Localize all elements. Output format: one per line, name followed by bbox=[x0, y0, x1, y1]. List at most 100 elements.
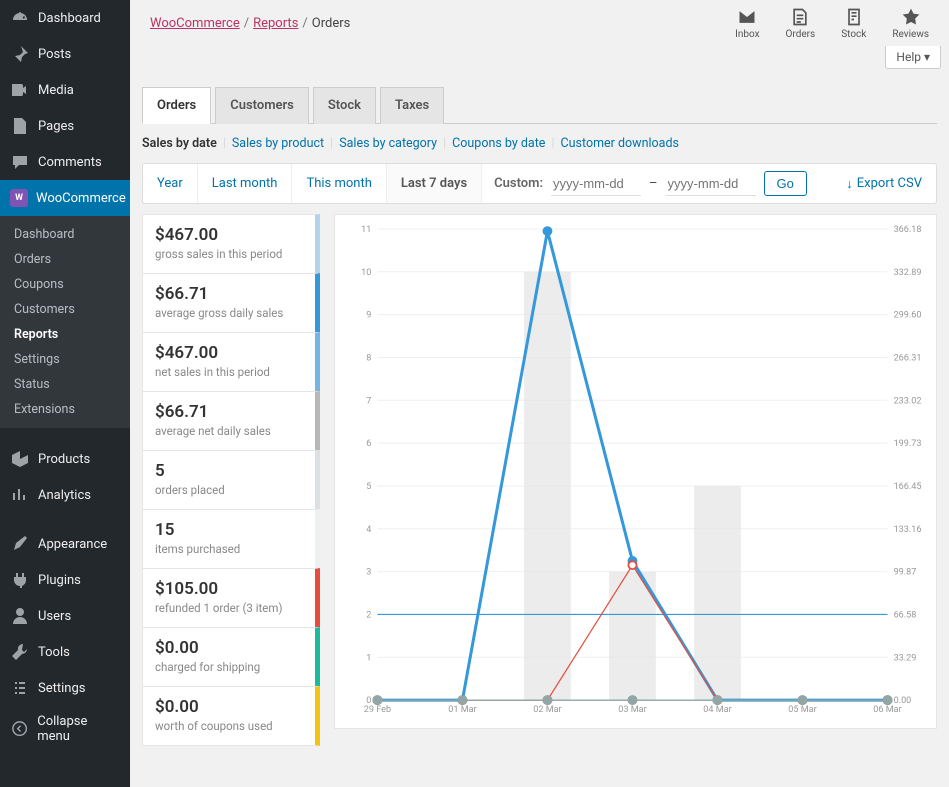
stat-value: 15 bbox=[155, 520, 303, 540]
chart-area: 00.00133.29266.58399.874133.165166.45619… bbox=[334, 214, 937, 729]
tab-orders[interactable]: Orders bbox=[142, 87, 211, 124]
tab-taxes[interactable]: Taxes bbox=[380, 87, 444, 124]
sidebar-item-products[interactable]: Products bbox=[0, 441, 130, 477]
sidebar-item-label: Users bbox=[38, 609, 71, 624]
date-dash: – bbox=[649, 176, 658, 191]
sidebar-item-label: Products bbox=[38, 452, 90, 467]
sidebar-item-dashboard[interactable]: Dashboard bbox=[0, 0, 130, 36]
users-icon bbox=[10, 606, 30, 626]
help-button[interactable]: Help ▾ bbox=[885, 46, 941, 69]
sidebar-item-analytics[interactable]: Analytics bbox=[0, 477, 130, 513]
sidebar-item-collapse-menu[interactable]: Collapse menu bbox=[0, 706, 130, 752]
sidebar-item-label: Dashboard bbox=[38, 11, 101, 26]
top-icon-label: Inbox bbox=[735, 29, 759, 40]
svg-text:06 Mar: 06 Mar bbox=[873, 705, 901, 715]
sidebar-item-label: WooCommerce bbox=[36, 191, 126, 206]
submenu-extensions[interactable]: Extensions bbox=[0, 397, 130, 422]
stat-card[interactable]: $66.71 average gross daily sales bbox=[142, 273, 320, 333]
svg-text:199.73: 199.73 bbox=[894, 439, 922, 449]
top-orders-button[interactable]: Orders bbox=[786, 7, 816, 40]
reports-panel: OrdersCustomersStockTaxes Sales by date|… bbox=[142, 87, 937, 745]
submenu-status[interactable]: Status bbox=[0, 372, 130, 397]
inbox-icon bbox=[737, 7, 757, 27]
subnav-coupons-by-date[interactable]: Coupons by date bbox=[452, 136, 545, 151]
stat-desc: gross sales in this period bbox=[155, 247, 303, 261]
svg-text:266.31: 266.31 bbox=[894, 353, 922, 363]
stat-card[interactable]: 15items purchased bbox=[142, 509, 320, 569]
help-bar: Help ▾ bbox=[130, 46, 949, 69]
range-last-month[interactable]: Last month bbox=[198, 164, 293, 203]
stat-card[interactable]: $467.00net sales in this period bbox=[142, 332, 320, 392]
subnav-customer-downloads[interactable]: Customer downloads bbox=[561, 136, 679, 151]
download-icon: ↓ bbox=[846, 176, 853, 192]
sidebar-item-media[interactable]: Media bbox=[0, 72, 130, 108]
admin-sidebar: Dashboard Posts MediaPagesCommentsWWooComm… bbox=[0, 0, 130, 787]
sidebar-item-users[interactable]: Users bbox=[0, 598, 130, 634]
sidebar-item-label: Analytics bbox=[38, 488, 91, 503]
range-last-7-days[interactable]: Last 7 days bbox=[387, 164, 482, 203]
svg-text:10: 10 bbox=[361, 268, 371, 278]
svg-text:29 Feb: 29 Feb bbox=[364, 705, 391, 715]
submenu-customers[interactable]: Customers bbox=[0, 297, 130, 322]
date-range-bar: YearLast monthThis monthLast 7 daysCusto… bbox=[142, 163, 937, 204]
range-this-month[interactable]: This month bbox=[292, 164, 386, 203]
go-button[interactable]: Go bbox=[764, 171, 807, 196]
stat-value: $0.00 bbox=[155, 697, 303, 717]
sidebar-item-label: Posts bbox=[38, 47, 71, 62]
sidebar-item-settings[interactable]: Settings bbox=[0, 670, 130, 706]
tab-stock[interactable]: Stock bbox=[313, 87, 376, 124]
sidebar-item-pages[interactable]: Pages bbox=[0, 108, 130, 144]
submenu-settings[interactable]: Settings bbox=[0, 347, 130, 372]
subnav-sales-by-product[interactable]: Sales by product bbox=[232, 136, 324, 151]
stats-column: $467.00gross sales in this period$66.71a… bbox=[142, 214, 320, 745]
sidebar-submenu: DashboardOrdersCouponsCustomersReportsSe… bbox=[0, 216, 130, 428]
range-year[interactable]: Year bbox=[143, 164, 198, 203]
date-to-input[interactable] bbox=[666, 172, 756, 196]
subnav-active[interactable]: Sales by date bbox=[142, 136, 217, 151]
top-icon-label: Orders bbox=[786, 29, 816, 40]
sidebar-item-tools[interactable]: Tools bbox=[0, 634, 130, 670]
top-inbox-button[interactable]: Inbox bbox=[735, 7, 759, 40]
sidebar-item-woocommerce[interactable]: WWooCommerce bbox=[0, 180, 130, 216]
stat-desc: average gross daily sales bbox=[155, 306, 303, 320]
stat-card[interactable]: $0.00charged for shipping bbox=[142, 627, 320, 687]
svg-text:7: 7 bbox=[366, 396, 371, 406]
stat-value: $66.71 bbox=[155, 284, 303, 304]
stat-value: $467.00 bbox=[155, 225, 303, 245]
svg-text:133.16: 133.16 bbox=[894, 525, 922, 535]
sidebar-item-comments[interactable]: Comments bbox=[0, 144, 130, 180]
stat-card[interactable]: 5orders placed bbox=[142, 450, 320, 510]
stat-card[interactable]: $467.00 gross sales in this period bbox=[142, 214, 320, 274]
reviews-icon bbox=[901, 7, 921, 27]
stat-card[interactable]: $66.71average net daily sales bbox=[142, 391, 320, 451]
submenu-reports[interactable]: Reports bbox=[0, 322, 130, 347]
svg-text:3: 3 bbox=[366, 568, 371, 578]
analytics-icon bbox=[10, 485, 30, 505]
stat-desc: orders placed bbox=[155, 483, 303, 497]
sidebar-item-posts[interactable]: Posts bbox=[0, 36, 130, 72]
stat-value: $467.00 bbox=[155, 343, 303, 363]
date-from-input[interactable] bbox=[551, 172, 641, 196]
svg-text:1: 1 bbox=[366, 653, 371, 663]
sidebar-item-appearance[interactable]: Appearance bbox=[0, 526, 130, 562]
sidebar-item-label: Collapse menu bbox=[37, 714, 120, 744]
media-icon bbox=[10, 80, 30, 100]
svg-text:299.60: 299.60 bbox=[894, 311, 922, 321]
breadcrumb-link[interactable]: WooCommerce bbox=[150, 16, 240, 31]
breadcrumb-link[interactable]: Reports bbox=[253, 16, 298, 31]
submenu-coupons[interactable]: Coupons bbox=[0, 272, 130, 297]
top-reviews-button[interactable]: Reviews bbox=[892, 7, 929, 40]
top-stock-button[interactable]: Stock bbox=[841, 7, 866, 40]
comment-icon bbox=[10, 152, 30, 172]
submenu-dashboard[interactable]: Dashboard bbox=[0, 222, 130, 247]
export-csv-button[interactable]: ↓ Export CSV bbox=[832, 176, 936, 192]
subnav-sales-by-category[interactable]: Sales by category bbox=[339, 136, 437, 151]
submenu-orders[interactable]: Orders bbox=[0, 247, 130, 272]
stat-card[interactable]: $105.00refunded 1 order (3 item) bbox=[142, 568, 320, 628]
collapse-icon bbox=[10, 719, 29, 739]
svg-text:5: 5 bbox=[366, 482, 371, 492]
svg-text:166.45: 166.45 bbox=[894, 482, 922, 492]
tab-customers[interactable]: Customers bbox=[215, 87, 309, 124]
stat-card[interactable]: $0.00worth of coupons used bbox=[142, 686, 320, 746]
sidebar-item-plugins[interactable]: Plugins bbox=[0, 562, 130, 598]
